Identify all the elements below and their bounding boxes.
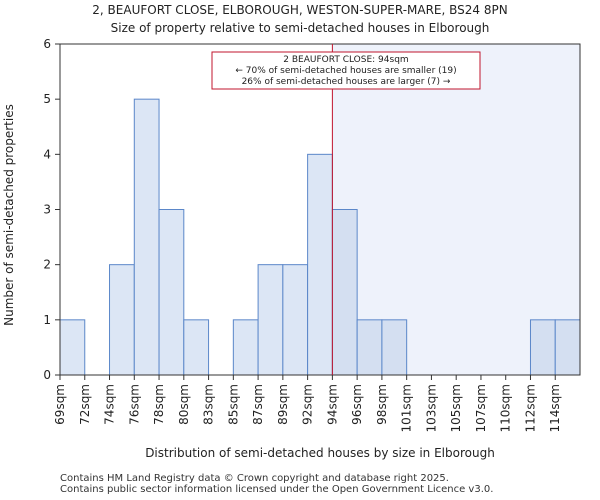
x-tick-label-85sqm: 85sqm — [226, 384, 240, 425]
y-tick-label-0: 0 — [43, 368, 51, 382]
x-tick-label-110sqm: 110sqm — [499, 384, 513, 432]
chart-subtitle: Size of property relative to semi-detach… — [111, 21, 490, 35]
bar-85sqm — [232, 319, 259, 376]
x-tick-label-72sqm: 72sqm — [78, 384, 92, 425]
footer-line-1: Contains HM Land Registry data © Crown c… — [60, 473, 449, 484]
annotation-line-3: 26% of semi-detached houses are larger (… — [242, 77, 451, 87]
annotation-line-1: 2 BEAUFORT CLOSE: 94sqm — [283, 55, 408, 65]
x-tick-label-105sqm: 105sqm — [449, 384, 463, 432]
x-tick-label-96sqm: 96sqm — [350, 384, 364, 425]
bar-89sqm — [282, 264, 309, 376]
plot-area: 0 1 2 3 4 5 6 69sqm 72sqm 74sqm 76sqm 78sqm 80sqm 83s… — [43, 37, 581, 432]
chart-title: 2, BEAUFORT CLOSE, ELBOROUGH, WESTON-SUP… — [92, 3, 507, 17]
y-tick-label-1: 1 — [43, 313, 51, 327]
footer-line-2: Contains public sector information licen… — [60, 484, 494, 495]
y-tick-label-6: 6 — [43, 37, 51, 51]
bar-112sqm — [529, 319, 556, 376]
x-tick-label-76sqm: 76sqm — [127, 384, 141, 425]
annotation-line-2: ← 70% of semi-detached houses are smalle… — [235, 66, 456, 76]
bar-69sqm — [59, 319, 86, 376]
bar-98sqm — [381, 319, 408, 376]
x-tick-label-83sqm: 83sqm — [202, 384, 216, 425]
bar-94sqm — [331, 209, 358, 376]
bar-80sqm — [183, 319, 210, 376]
footer: Contains HM Land Registry data © Crown c… — [60, 473, 493, 495]
x-tick-label-92sqm: 92sqm — [301, 384, 315, 425]
bar-87sqm — [257, 264, 284, 376]
x-tick-label-98sqm: 98sqm — [375, 384, 389, 425]
y-tick-label-3: 3 — [43, 203, 51, 217]
y-axis-label: Number of semi-detached properties — [2, 104, 16, 326]
x-tick-label-107sqm: 107sqm — [474, 384, 488, 432]
bar-76sqm — [133, 98, 160, 376]
x-tick-label-103sqm: 103sqm — [424, 384, 438, 432]
x-tick-label-114sqm: 114sqm — [548, 384, 562, 432]
x-tick-label-89sqm: 89sqm — [276, 384, 290, 425]
x-tick-label-78sqm: 78sqm — [152, 384, 166, 425]
y-tick-label-5: 5 — [43, 92, 51, 106]
x-tick-label-112sqm: 112sqm — [523, 384, 537, 432]
x-tick-label-74sqm: 74sqm — [103, 384, 117, 425]
bar-74sqm — [109, 264, 135, 376]
bar-96sqm — [356, 319, 383, 376]
annotation-box — [211, 51, 481, 90]
x-tick-label-101sqm: 101sqm — [400, 384, 414, 432]
bar-114sqm — [554, 319, 581, 376]
y-tick-label-4: 4 — [43, 147, 51, 161]
y-tick-label-2: 2 — [43, 258, 51, 272]
x-tick-label-69sqm: 69sqm — [53, 384, 67, 425]
bar-92sqm — [307, 153, 333, 376]
x-axis-label: Distribution of semi-detached houses by … — [145, 446, 495, 460]
bar-78sqm — [158, 209, 185, 376]
x-tick-label-94sqm: 94sqm — [325, 384, 339, 425]
x-tick-label-80sqm: 80sqm — [177, 384, 191, 425]
x-tick-label-87sqm: 87sqm — [251, 384, 265, 425]
